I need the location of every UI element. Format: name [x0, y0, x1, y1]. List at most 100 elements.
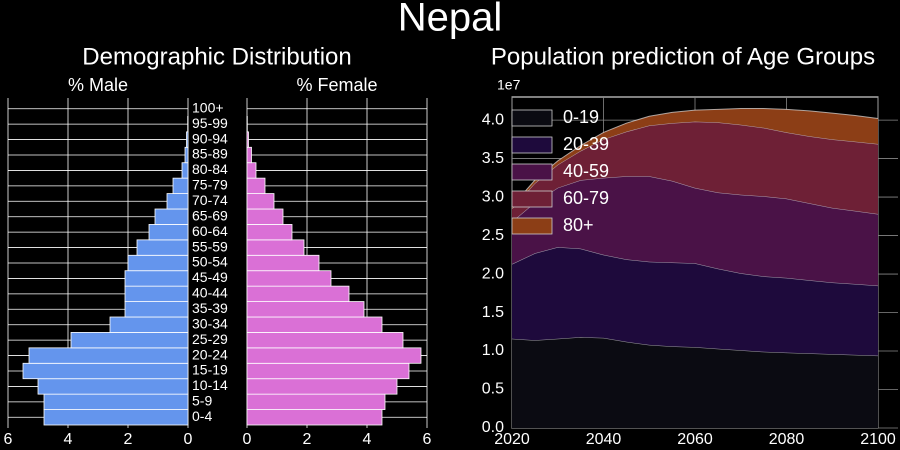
bar: [246, 254, 320, 272]
bar: [246, 393, 386, 410]
bar: [246, 239, 305, 256]
y-tick-label: 55-59: [192, 238, 228, 254]
x-tick-label: 0: [184, 431, 193, 448]
bar: [246, 193, 275, 210]
bar: [246, 316, 383, 333]
axis-offset-label: 1e7: [497, 77, 521, 93]
y-tick-label: 100+: [192, 99, 224, 115]
bar: [246, 146, 252, 164]
bar: [136, 239, 189, 256]
bar: [70, 332, 189, 349]
y-tick-label: 1.5: [482, 304, 504, 321]
y-tick-label: 0.5: [482, 381, 504, 398]
x-tick-label: 2100: [860, 431, 896, 448]
area-edge: [511, 108, 879, 207]
bar: [246, 347, 422, 364]
bar: [43, 393, 189, 410]
bar: [124, 270, 189, 287]
bar: [186, 131, 189, 148]
bar: [154, 208, 189, 225]
legend-label: 20-39: [563, 134, 609, 154]
bar: [109, 316, 189, 333]
x-tick-label: 2: [303, 431, 312, 448]
y-tick-label: 30-34: [192, 315, 228, 331]
area: [512, 121, 878, 222]
x-tick-label: 6: [4, 431, 13, 448]
y-tick-label: 35-39: [192, 300, 228, 316]
y-tick-label: 40-44: [192, 285, 228, 301]
legend-swatch: [511, 109, 553, 127]
bar: [148, 224, 189, 241]
bar: [246, 409, 383, 426]
bar: [246, 362, 410, 380]
x-tick-label: 2: [124, 431, 133, 448]
y-tick-label: 2.0: [482, 265, 504, 282]
legend-label: 60-79: [563, 188, 609, 208]
bar: [172, 177, 189, 194]
y-tick-label: 75-79: [192, 177, 228, 193]
area: [512, 247, 878, 356]
y-tick-label: 85-89: [192, 146, 228, 162]
bar: [246, 285, 350, 302]
x-tick-label: 6: [423, 431, 432, 448]
area-edge: [511, 175, 879, 223]
legend-swatch: [511, 163, 553, 181]
y-tick-label: 10-14: [192, 377, 228, 393]
bar: [124, 285, 189, 302]
area: [512, 176, 878, 286]
panel-label: % Male: [68, 75, 128, 95]
bar: [246, 131, 249, 148]
bar: [166, 193, 189, 210]
y-tick-label: 25-29: [192, 331, 228, 347]
area: [512, 337, 878, 428]
bar: [43, 409, 189, 426]
y-tick-label: 5-9: [192, 393, 212, 409]
bar: [246, 162, 257, 179]
bar: [246, 301, 365, 318]
y-tick-label: 1.0: [482, 342, 504, 359]
chart-title: Population prediction of Age Groups: [491, 43, 875, 70]
y-tick-label: 65-69: [192, 207, 228, 223]
x-tick-label: 2060: [677, 431, 713, 448]
y-tick-label: 90-94: [192, 130, 228, 146]
bar: [246, 224, 293, 241]
bar: [28, 347, 189, 364]
bar: [246, 378, 398, 395]
x-tick-label: 0: [243, 431, 252, 448]
y-tick-label: 60-64: [192, 223, 228, 239]
legend-swatch: [511, 190, 553, 208]
y-tick-label: 80-84: [192, 161, 228, 177]
bar: [124, 301, 189, 318]
legend-swatch: [511, 217, 553, 235]
y-tick-label: 95-99: [192, 115, 228, 131]
y-tick-label: 0-4: [192, 408, 212, 424]
bar: [246, 177, 266, 194]
y-tick-label: 45-49: [192, 269, 228, 285]
y-tick-label: 20-24: [192, 346, 228, 362]
x-tick-label: 4: [363, 431, 372, 448]
legend-label: 40-59: [563, 161, 609, 181]
y-tick-label: 70-74: [192, 192, 228, 208]
bar: [184, 146, 189, 164]
bar: [246, 332, 404, 349]
x-tick-label: 2040: [586, 431, 622, 448]
bar: [127, 254, 189, 272]
legend-label: 80+: [563, 215, 594, 235]
x-tick-label: 4: [64, 431, 73, 448]
chart-title: Demographic Distribution: [82, 43, 351, 70]
x-tick-label: 2020: [494, 431, 530, 448]
y-tick-label: 3.5: [482, 150, 504, 167]
y-tick-label: 0.0: [482, 419, 504, 436]
bar: [246, 208, 284, 225]
y-tick-label: 50-54: [192, 254, 228, 270]
legend-swatch: [511, 136, 553, 154]
y-tick-label: 15-19: [192, 362, 228, 378]
bar: [22, 362, 189, 380]
y-tick-label: 3.0: [482, 188, 504, 205]
y-tick-label: 2.5: [482, 227, 504, 244]
legend-label: 0-19: [563, 107, 599, 127]
figure-title: Nepal: [398, 0, 503, 40]
area: [512, 108, 878, 209]
